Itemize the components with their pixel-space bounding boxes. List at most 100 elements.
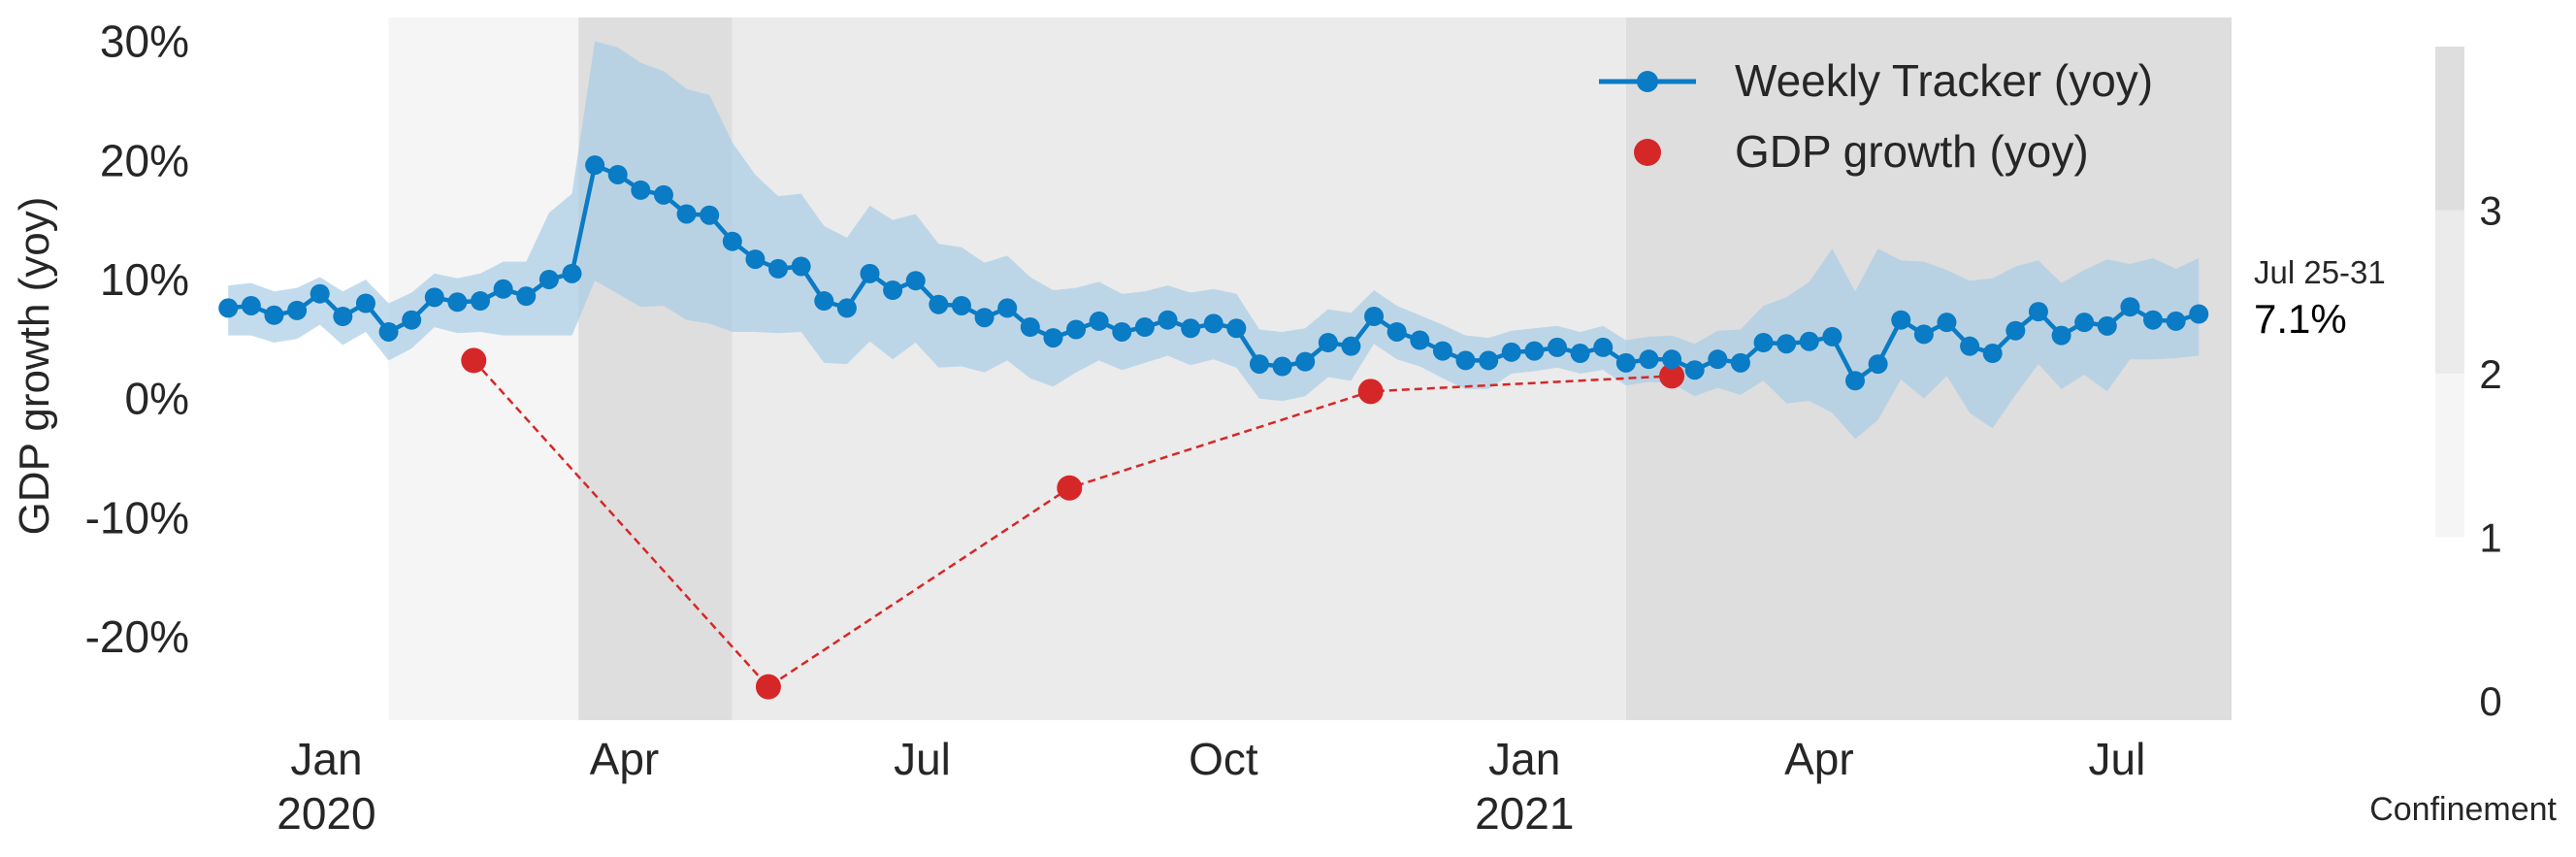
tracker-point-48 xyxy=(1318,333,1338,353)
tracker-point-82 xyxy=(2097,315,2117,336)
confinement-period-0 xyxy=(388,17,579,720)
tracker-point-68 xyxy=(1777,334,1797,354)
tracker-point-12 xyxy=(493,279,513,299)
tracker-point-18 xyxy=(631,180,651,200)
colorbar-tick-3: 3 xyxy=(2479,188,2501,234)
tracker-point-31 xyxy=(929,294,949,314)
tracker-point-46 xyxy=(1272,356,1292,377)
tracker-point-38 xyxy=(1089,311,1109,331)
tracker-point-85 xyxy=(2166,311,2186,331)
tracker-point-56 xyxy=(1501,342,1521,362)
tracker-point-55 xyxy=(1479,350,1499,371)
colorbar-tick-1: 1 xyxy=(2479,515,2501,561)
x-tick-label-6: Jul xyxy=(2089,734,2146,784)
y-tick-label-4: -10% xyxy=(85,492,189,543)
tracker-point-44 xyxy=(1226,318,1247,339)
colorbar-tick-2: 2 xyxy=(2479,351,2501,397)
tracker-point-53 xyxy=(1432,341,1452,361)
gdp-growth-point-0 xyxy=(461,347,487,374)
tracker-point-86 xyxy=(2189,304,2209,324)
latest-annotation: Jul 25-31 7.1% xyxy=(2254,254,2386,342)
tracker-point-27 xyxy=(836,298,857,318)
tracker-point-61 xyxy=(1615,352,1636,373)
tracker-point-0 xyxy=(218,298,239,318)
tracker-point-57 xyxy=(1524,341,1545,361)
tracker-point-25 xyxy=(791,256,811,277)
tracker-point-36 xyxy=(1043,328,1063,348)
tracker-point-35 xyxy=(1020,317,1040,338)
annotation-date: Jul 25-31 xyxy=(2254,254,2386,290)
x-tick-label-5: Apr xyxy=(1784,734,1854,784)
tracker-point-62 xyxy=(1639,349,1659,370)
x-tick-label-3: Oct xyxy=(1189,734,1258,784)
tracker-point-11 xyxy=(471,291,491,312)
tracker-point-30 xyxy=(905,271,926,291)
colorbar-tick-0: 0 xyxy=(2479,678,2501,724)
gdp-growth-point-2 xyxy=(1057,475,1083,501)
tracker-point-21 xyxy=(700,205,720,225)
confidence-band-area xyxy=(228,41,2200,440)
tracker-point-34 xyxy=(997,298,1018,318)
tracker-point-51 xyxy=(1386,321,1407,342)
x-tick-label-4: Jan xyxy=(1488,734,1560,784)
tracker-point-20 xyxy=(676,204,697,224)
tracker-point-32 xyxy=(951,295,971,315)
tracker-point-77 xyxy=(1982,344,2003,364)
tracker-point-41 xyxy=(1158,310,1178,330)
tracker-point-22 xyxy=(722,231,742,251)
y-tick-label-2: 10% xyxy=(100,254,189,305)
tracker-point-66 xyxy=(1730,352,1750,373)
tracker-point-49 xyxy=(1341,336,1361,356)
tracker-point-43 xyxy=(1203,313,1223,334)
tracker-point-72 xyxy=(1868,354,1888,375)
tracker-point-63 xyxy=(1662,349,1682,370)
gdp-growth-point-3 xyxy=(1357,379,1384,405)
tracker-point-50 xyxy=(1364,307,1385,327)
tracker-point-29 xyxy=(883,280,903,301)
colorbar-segment-1 xyxy=(2435,210,2464,374)
tracker-point-19 xyxy=(653,184,673,205)
y-axis: 30% 20% 10% 0% -10% -20% xyxy=(85,16,189,663)
tracker-point-2 xyxy=(264,305,284,325)
tracker-point-40 xyxy=(1134,317,1155,338)
legend-gdp-label: GDP growth (yoy) xyxy=(1735,126,2089,177)
x-tick-label-1: Apr xyxy=(590,734,660,784)
tracker-point-23 xyxy=(745,249,766,270)
annotation-value: 7.1% xyxy=(2254,296,2347,342)
tracker-point-54 xyxy=(1455,350,1476,371)
x-tick-year-4: 2021 xyxy=(1475,788,1574,839)
tracker-point-14 xyxy=(538,269,559,289)
tracker-point-16 xyxy=(585,155,605,176)
y-tick-label-3: 0% xyxy=(125,374,189,424)
tracker-point-67 xyxy=(1753,333,1774,353)
tracker-point-65 xyxy=(1708,349,1728,370)
legend-tracker-marker xyxy=(1637,71,1658,92)
weekly-tracker-series xyxy=(218,155,2209,391)
tracker-point-24 xyxy=(768,258,789,279)
confinement-colorbar: 0 1 2 3 xyxy=(2435,47,2502,724)
tracker-point-83 xyxy=(2120,297,2140,317)
tracker-point-37 xyxy=(1066,319,1087,340)
tracker-point-9 xyxy=(424,287,444,308)
tracker-point-80 xyxy=(2051,325,2071,346)
tracker-point-75 xyxy=(1937,313,1957,333)
tracker-point-4 xyxy=(310,283,330,304)
tracker-point-5 xyxy=(333,307,353,327)
tracker-point-39 xyxy=(1112,321,1132,342)
tracker-point-64 xyxy=(1684,360,1705,380)
legend-gdp-marker xyxy=(1634,139,1661,166)
x-tick-label-2: Jul xyxy=(894,734,951,784)
tracker-point-6 xyxy=(355,293,375,313)
tracker-point-7 xyxy=(378,321,399,342)
tracker-point-74 xyxy=(1913,324,1934,345)
tracker-point-33 xyxy=(974,308,995,328)
tracker-point-1 xyxy=(241,295,261,315)
tracker-point-42 xyxy=(1181,318,1201,339)
y-tick-label-0: 30% xyxy=(100,16,189,67)
tracker-point-76 xyxy=(1960,336,1980,356)
tracker-point-13 xyxy=(516,286,537,307)
tracker-point-69 xyxy=(1799,331,1819,351)
tracker-point-26 xyxy=(814,291,834,312)
colorbar-segment-0 xyxy=(2435,374,2464,538)
